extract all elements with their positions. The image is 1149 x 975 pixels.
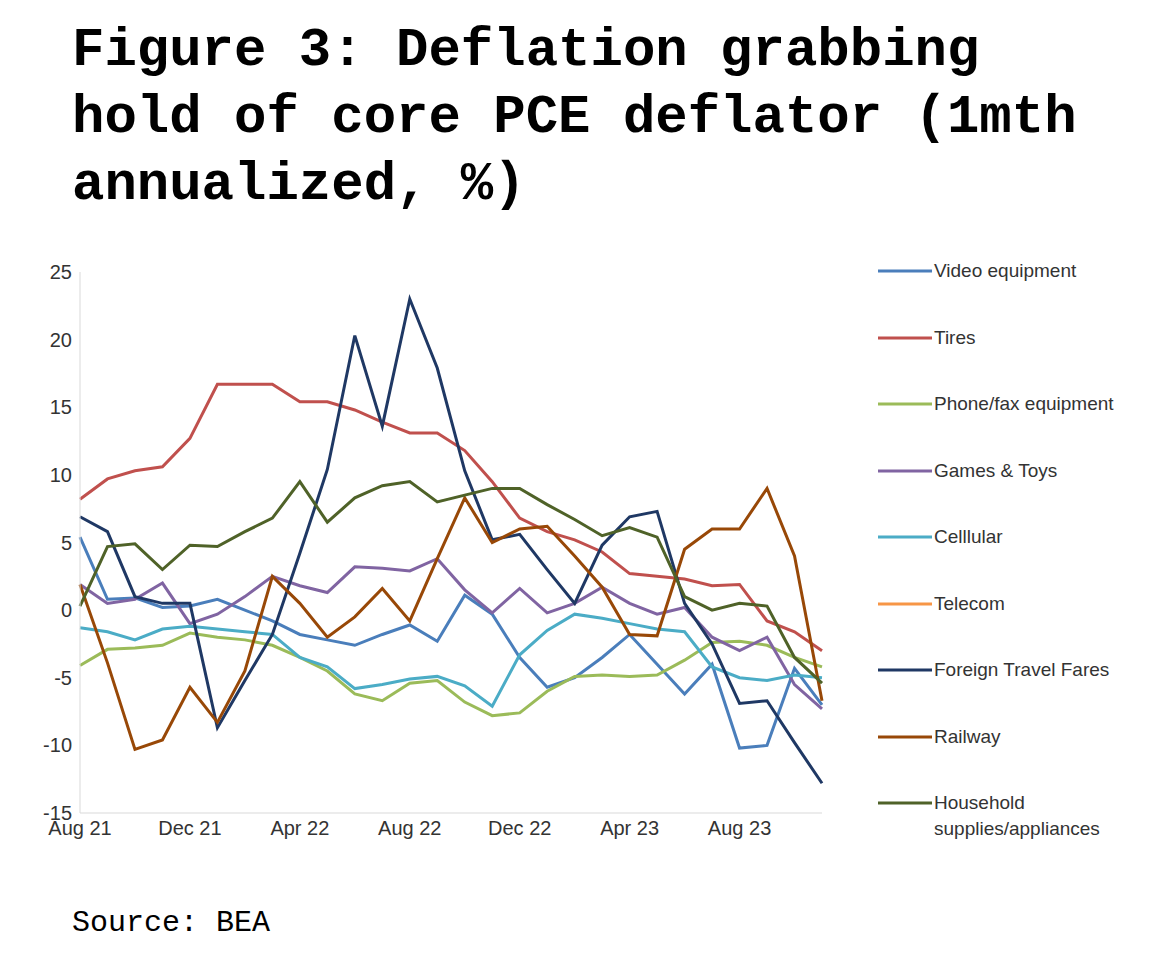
svg-text:Dec 21: Dec 21 bbox=[158, 817, 221, 839]
html-text:Phone/fax equipment: Phone/fax equipment bbox=[934, 393, 1114, 414]
svg-text:Aug 23: Aug 23 bbox=[708, 817, 771, 839]
svg-text:-10: -10 bbox=[43, 734, 72, 756]
html-text:Telecom: Telecom bbox=[934, 592, 1005, 614]
svg-text:0: 0 bbox=[61, 599, 72, 621]
svg-text:15: 15 bbox=[50, 396, 72, 418]
svg-text:Apr 23: Apr 23 bbox=[600, 817, 659, 839]
svg-text:10: 10 bbox=[50, 464, 72, 486]
svg-text:20: 20 bbox=[50, 329, 72, 351]
svg-text:Aug 22: Aug 22 bbox=[378, 817, 441, 839]
html-text:Railway: Railway bbox=[934, 725, 1001, 747]
html-text:Figure 3: Deflation grabbing h: Figure 3: Deflation grabbing hold of cor… bbox=[72, 20, 1077, 215]
svg-text:Apr 22: Apr 22 bbox=[270, 817, 329, 839]
html-text:Celllular: Celllular bbox=[934, 526, 1003, 547]
svg-text:Dec 22: Dec 22 bbox=[488, 817, 551, 839]
html-text:Video equipment: Video equipment bbox=[934, 260, 1077, 281]
svg-text:25: 25 bbox=[50, 261, 72, 283]
html-text:Source: BEA: Source: BEA bbox=[72, 906, 270, 940]
html-text:Tires: Tires bbox=[934, 326, 976, 348]
html-text:Games & Toys: Games & Toys bbox=[934, 459, 1058, 481]
svg-text:Aug 21: Aug 21 bbox=[48, 817, 112, 840]
svg-text:-5: -5 bbox=[54, 667, 72, 689]
html-text:Household supplies/appliances: Household supplies/appliances bbox=[934, 792, 1100, 839]
svg-text:5: 5 bbox=[61, 532, 72, 554]
svg-text:-15: -15 bbox=[43, 802, 72, 824]
html-text:Foreign Travel Fares: Foreign Travel Fares bbox=[934, 659, 1110, 680]
